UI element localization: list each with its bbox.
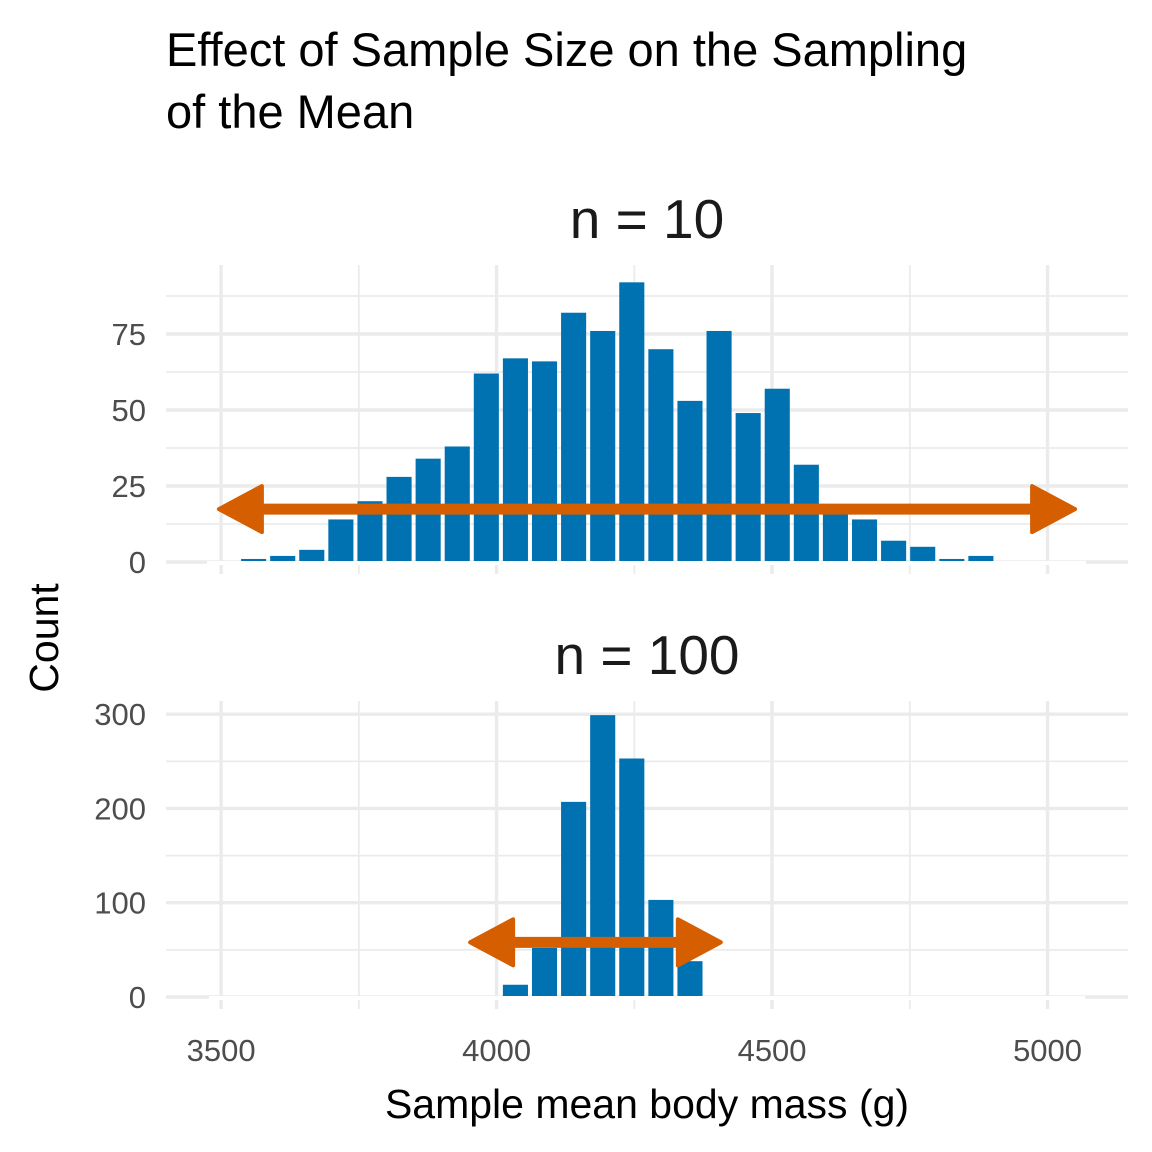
histogram-bar xyxy=(764,388,790,562)
chart-title-line-1: Effect of Sample Size on the Sampling xyxy=(166,23,967,76)
histogram-bar xyxy=(270,555,296,562)
panel-n100-bars xyxy=(502,715,703,997)
facet-label-n100: n = 100 xyxy=(554,624,739,686)
arrow-head-right xyxy=(1030,484,1078,535)
histogram-bar xyxy=(851,519,878,562)
histogram-bar xyxy=(619,758,645,997)
arrow-head-right xyxy=(675,917,723,968)
x-tick-label: 4000 xyxy=(462,1033,531,1068)
histogram-bar xyxy=(968,555,994,562)
panel-n100-range-arrow xyxy=(468,917,723,968)
x-tick-label: 4500 xyxy=(738,1033,807,1068)
histogram-bar xyxy=(590,715,616,997)
histogram-bar xyxy=(241,558,267,562)
histogram-bar xyxy=(590,330,616,562)
histogram-bar xyxy=(706,330,732,562)
histogram-bar xyxy=(677,400,703,562)
histogram-bar xyxy=(328,519,354,562)
histogram-bar xyxy=(561,312,587,562)
histogram-bar xyxy=(473,373,499,562)
histogram-bar xyxy=(939,558,965,562)
histogram-bar xyxy=(299,549,325,562)
y-tick-label: 0 xyxy=(129,545,146,580)
histogram-bar xyxy=(531,361,558,562)
histogram-bar xyxy=(386,476,412,562)
histogram-bar xyxy=(881,540,907,562)
panel-n100-y-tick-labels: 0 100 200 300 xyxy=(94,697,146,1015)
histogram-bar xyxy=(648,349,674,562)
y-tick-label: 75 xyxy=(112,317,146,352)
y-tick-label: 100 xyxy=(94,886,146,921)
x-axis-title: Sample mean body mass (g) xyxy=(385,1081,909,1127)
histogram-bar xyxy=(531,947,558,997)
histogram-bar xyxy=(677,961,703,997)
histogram-bar xyxy=(910,546,936,562)
y-tick-label: 200 xyxy=(94,791,146,826)
x-tick-label: 3500 xyxy=(187,1033,256,1068)
histogram-bar xyxy=(735,413,761,562)
panel-n10-grid xyxy=(166,265,1128,574)
panel-n10-y-tick-labels: 0 25 50 75 xyxy=(112,317,146,580)
panel-n10-range-arrow xyxy=(216,484,1078,535)
chart-title-line-2: of the Mean xyxy=(166,85,414,138)
x-tick-label: 5000 xyxy=(1013,1033,1082,1068)
arrow-head-left xyxy=(216,484,264,535)
y-tick-label: 25 xyxy=(112,469,146,504)
x-tick-labels: 3500 4000 4500 5000 xyxy=(187,1033,1082,1068)
arrow-head-left xyxy=(468,917,516,968)
y-tick-label: 50 xyxy=(112,393,146,428)
facet-label-n10: n = 10 xyxy=(570,188,724,250)
histogram-bar xyxy=(619,282,645,562)
y-tick-label: 0 xyxy=(129,980,146,1015)
y-tick-label: 300 xyxy=(94,697,146,732)
panel-n10: 0 25 50 75 n = 10 xyxy=(112,188,1128,580)
panel-n100: 0 100 200 300 n = 100 xyxy=(94,624,1128,1015)
panel-n100-grid xyxy=(166,701,1128,1009)
histogram-bar xyxy=(648,899,674,997)
histogram-bar xyxy=(502,984,528,997)
y-axis-title: Count xyxy=(21,583,67,693)
histogram-bar xyxy=(502,358,528,562)
panel-n10-bars xyxy=(241,282,994,562)
histogram-bar xyxy=(561,801,587,997)
